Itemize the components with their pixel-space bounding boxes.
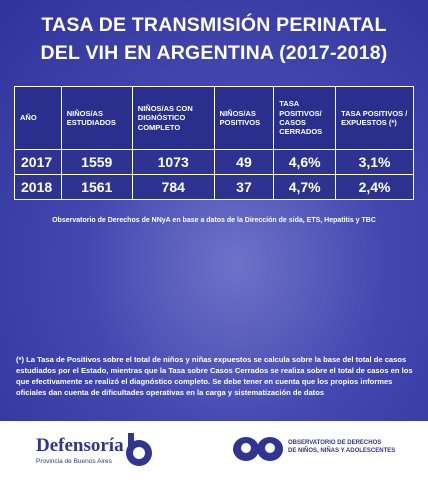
- header-cell: NIÑOS/AS POSITIVOS: [213, 86, 275, 150]
- observatory-text: OBSERVATORIO DE DERECHOS DE NIÑOS, NIÑAS…: [288, 439, 395, 456]
- table-cell: 4,6%: [273, 149, 337, 175]
- table-cell: 49: [213, 149, 275, 175]
- table-row: 2017 1559 1073 49 4,6% 3,1%: [14, 149, 414, 175]
- title-line: TASA DE TRANSMISIÓN PERINATAL: [41, 14, 387, 36]
- header-cell: NIÑOS/AS CON DIGNÓSTICO COMPLETO: [131, 86, 215, 150]
- header-cell: TASA POSITIVOS/ CASOS CERRADOS: [273, 86, 337, 150]
- table-cell: 2017: [14, 149, 62, 175]
- table-row: 2018 1561 784 37 4,7% 2,4%: [14, 174, 414, 200]
- header-cell: AÑO: [14, 86, 62, 150]
- table-cell: 1559: [60, 149, 133, 175]
- header-row: AÑO NIÑOS/AS ESTUDIADOS NIÑOS/AS CON DIGNÓ…: [14, 86, 414, 150]
- table-cell: 2018: [14, 174, 62, 200]
- source-note: Observatorio de Derechos de NNyA en base…: [52, 217, 376, 224]
- table-cell: 1561: [60, 174, 133, 200]
- table-cell: 4,7%: [273, 174, 337, 200]
- observatory-icon: [233, 437, 283, 461]
- table-cell: 2,4%: [335, 174, 414, 200]
- title-line: DEL VIH EN ARGENTINA (2017-2018): [40, 42, 388, 64]
- table-cell: 784: [131, 174, 215, 200]
- table-cell: 37: [213, 174, 275, 200]
- logo-text: Defensoría: [36, 435, 124, 456]
- observatory-line: DE NIÑOS, NIÑAS Y ADOLESCENTES: [288, 448, 396, 455]
- table-cell: 3,1%: [335, 149, 414, 175]
- logo-subtext: Provincia de Buenos Aires: [36, 458, 112, 465]
- footnote: (*) La Tasa de Positivos sobre el total …: [16, 355, 413, 397]
- table-cell: 1073: [131, 149, 215, 175]
- header-cell: NIÑOS/AS ESTUDIADOS: [60, 86, 133, 150]
- footer: Defensoría Provincia de Buenos Aires OBS…: [0, 421, 428, 480]
- logo-icon: [126, 433, 152, 466]
- header-cell: TASA POSITIVOS / EXPUESTOS (*): [335, 86, 414, 150]
- observatory-line: OBSERVATORIO DE DERECHOS: [288, 440, 382, 446]
- data-table: AÑO NIÑOS/AS ESTUDIADOS NIÑOS/AS CON DIGNÓ…: [14, 86, 414, 200]
